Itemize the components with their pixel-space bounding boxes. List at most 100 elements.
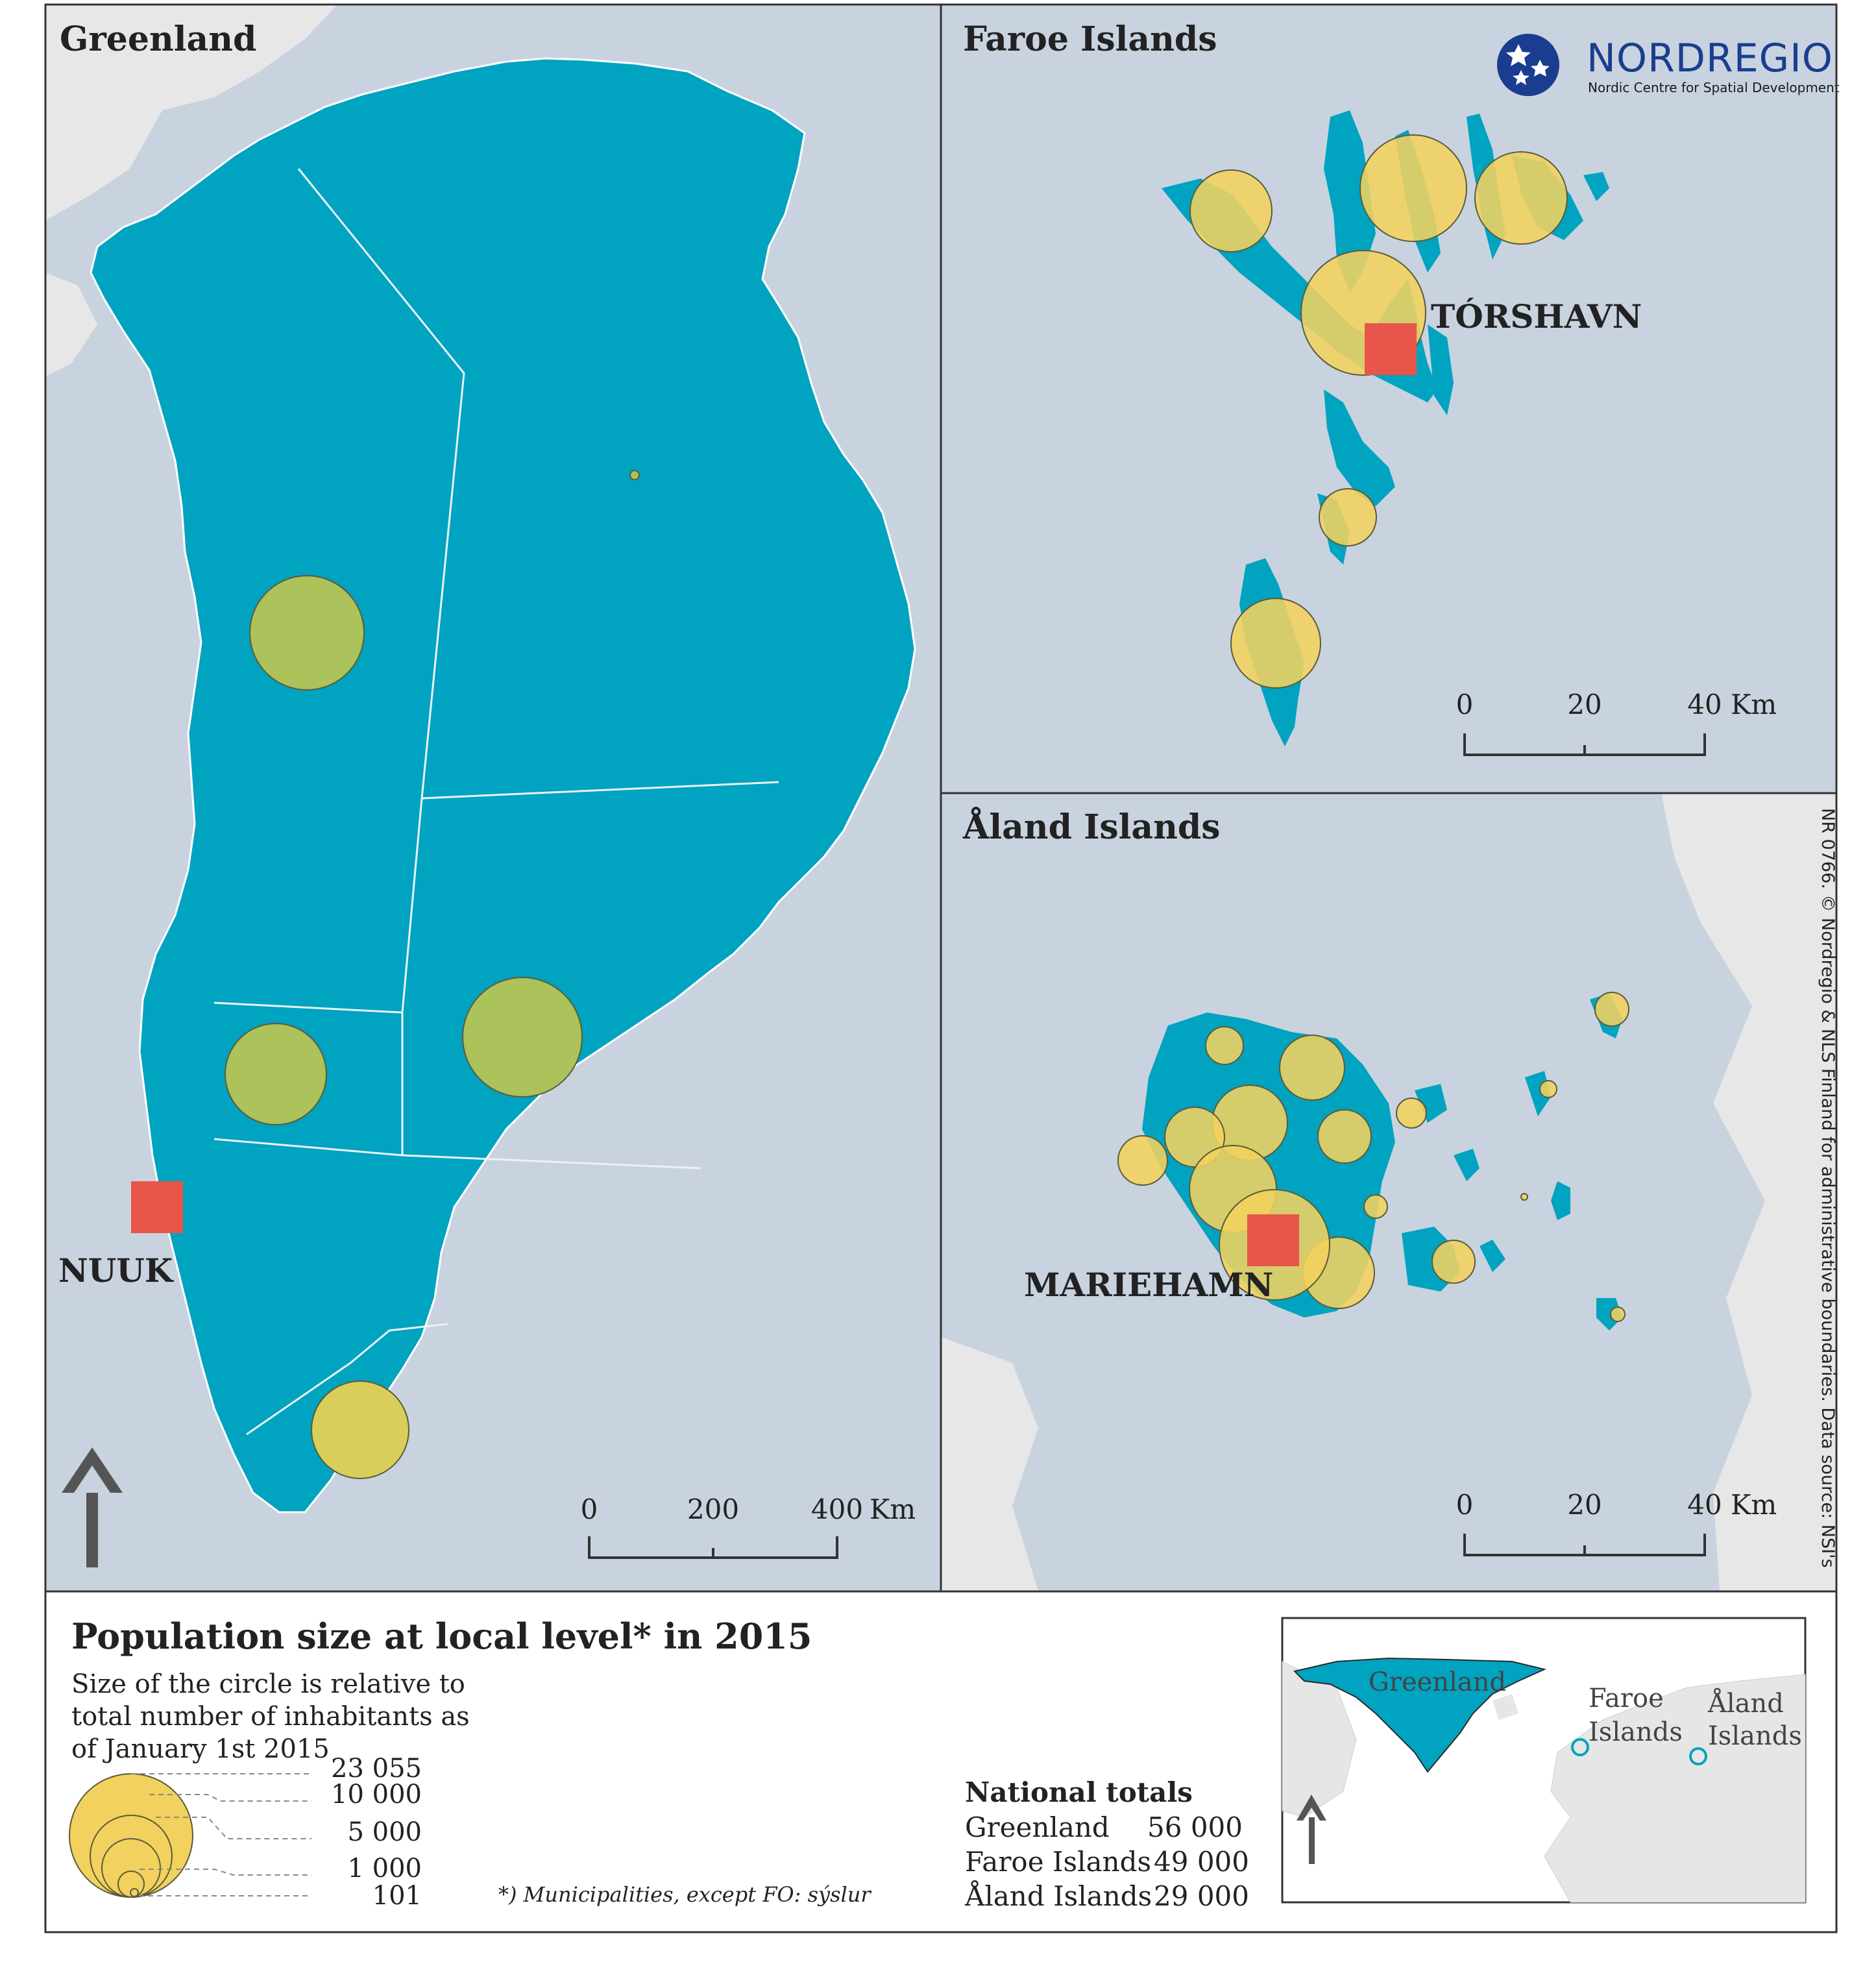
legend-value-5000: 5 000 [347, 1817, 422, 1847]
torshavn-label: TÓRSHAVN [1431, 297, 1642, 336]
greenland-panel-title: Greenland [60, 19, 256, 59]
legend-circles [69, 1773, 193, 1898]
population-circle [1610, 1306, 1626, 1322]
nordregio-logo-icon [1497, 34, 1559, 96]
inset-map: Greenland Faroe Islands Åland Islands [1281, 1617, 1807, 1904]
inset-faroe-label-line-2: Islands [1589, 1717, 1683, 1747]
finland-land [1661, 793, 1836, 1591]
legend-value-23055: 23 055 [331, 1754, 422, 1784]
population-circle [1279, 1035, 1345, 1101]
faroe-panel-title: Faroe Islands [963, 19, 1217, 59]
scale-label-20: 20 [1567, 689, 1602, 720]
scale-unit: Km [1731, 689, 1777, 720]
inset-aland-marker [1689, 1747, 1707, 1765]
population-circle [249, 575, 365, 691]
national-total-value: 56 000 [1147, 1811, 1243, 1843]
faroe-sea [941, 5, 1836, 793]
population-circle [1431, 1240, 1476, 1284]
population-circle [1594, 992, 1629, 1027]
population-circle [629, 470, 640, 480]
nordregio-logo: NORDREGIO Nordic Centre for Spatial Deve… [1497, 34, 1840, 96]
national-total-name: Greenland [965, 1811, 1110, 1843]
greenland-land [90, 57, 916, 1514]
inset-greenland-label: Greenland [1369, 1667, 1506, 1697]
scale-label-0: 0 [1456, 1489, 1474, 1521]
aland-scale-bar: 0 20 40 Km [1456, 1489, 1777, 1556]
population-circle [1520, 1193, 1528, 1201]
population-circle [1205, 1026, 1244, 1065]
aland-panel-title: Åland Islands [962, 807, 1221, 847]
inset-aland-label-line-2: Islands [1708, 1721, 1802, 1751]
scale-label-0: 0 [1456, 689, 1474, 720]
national-totals-title: National totals [965, 1776, 1193, 1808]
national-total-name: Faroe Islands [965, 1846, 1151, 1878]
credit-text: NR 0766. © Nordregio & NLS Finland for a… [1818, 808, 1838, 1568]
mariehamn-label: MARIEHAMN [1024, 1266, 1273, 1304]
national-total-value: 49 000 [1154, 1846, 1249, 1878]
greenland-population-circles [225, 470, 640, 1479]
population-circle [1230, 598, 1321, 689]
population-circle [1317, 1109, 1372, 1164]
baffin-land [45, 273, 97, 376]
national-total-value: 29 000 [1154, 1880, 1249, 1912]
population-circle [1359, 134, 1467, 242]
legend-value-1000: 1 000 [347, 1854, 422, 1883]
aland-sea [941, 793, 1836, 1591]
scale-unit: Km [1731, 1489, 1777, 1521]
sweden-land [941, 1337, 1038, 1591]
national-total-name: Åland Islands [964, 1880, 1152, 1912]
scale-label-0: 0 [581, 1493, 598, 1525]
scale-label-40: 40 [1687, 1489, 1722, 1521]
inset-faroe-marker [1571, 1738, 1589, 1756]
scale-label-200: 200 [687, 1493, 739, 1525]
canada-land [45, 5, 337, 221]
legend-circle-101 [130, 1888, 139, 1897]
legend-description-line-1: Size of the circle is relative to [71, 1669, 465, 1699]
scale-label-20: 20 [1567, 1489, 1602, 1521]
legend: Population size at local level* in 2015 … [69, 1615, 871, 1911]
legend-leader-lines [131, 1773, 311, 1896]
greenland-boundaries [213, 168, 779, 1436]
legend-title: Population size at local level* in 2015 [71, 1615, 812, 1657]
mariehamn-capital-marker [1247, 1214, 1299, 1266]
legend-value-10000: 10 000 [331, 1780, 422, 1809]
legend-description-line-3: of January 1st 2015 [71, 1734, 330, 1764]
population-circle [1474, 151, 1568, 245]
inset-faroe-label-line-1: Faroe [1589, 1684, 1664, 1713]
torshavn-capital-marker [1365, 323, 1417, 375]
population-circle [1363, 1194, 1388, 1219]
aland-panel: Åland Islands MARIEHAMN 0 20 40 Km [941, 793, 1836, 1591]
inset-greenland [1293, 1657, 1547, 1773]
population-circle [311, 1380, 409, 1479]
legend-circle-1000 [117, 1871, 145, 1898]
nuuk-capital-marker [131, 1181, 183, 1233]
scale-unit: Km [870, 1493, 916, 1525]
nordregio-subtitle: Nordic Centre for Spatial Development [1588, 80, 1840, 95]
aland-population-circles [1117, 992, 1629, 1322]
scale-label-400: 400 [811, 1493, 863, 1525]
panel-frames [44, 3, 1838, 1933]
inset-north-arrow [1297, 1795, 1326, 1864]
scale-label-40: 40 [1687, 689, 1722, 720]
population-circle [225, 1023, 327, 1125]
inset-aland-label-line-1: Åland [1707, 1688, 1784, 1719]
legend-footnote: *) Municipalities, except FO: sýslur [498, 1882, 871, 1907]
legend-value-101: 101 [372, 1881, 422, 1911]
faroe-scale-bar: 0 20 40 Km [1456, 689, 1777, 756]
population-circle [1396, 1098, 1427, 1129]
greenland-scale-bar: 0 200 400 Km [581, 1493, 916, 1559]
greenland-north-arrow [62, 1447, 123, 1567]
population-circle [1189, 169, 1273, 252]
population-circle [1539, 1080, 1557, 1098]
population-circle [1319, 488, 1377, 546]
nuuk-label: NUUK [58, 1251, 174, 1290]
population-circle [462, 977, 583, 1098]
national-totals: National totals Greenland 56 000 Faroe I… [964, 1776, 1249, 1912]
nordregio-wordmark: NORDREGIO [1587, 36, 1833, 81]
faroe-panel: Faroe Islands TÓRSHAVN NORDREGIO Nordic … [941, 5, 1840, 793]
legend-circle-23055 [69, 1773, 193, 1898]
legend-description-line-2: total number of inhabitants as [71, 1702, 470, 1732]
population-circle [1117, 1135, 1168, 1186]
greenland-panel: Greenland NUUK 0 200 400 Km [45, 5, 941, 1591]
